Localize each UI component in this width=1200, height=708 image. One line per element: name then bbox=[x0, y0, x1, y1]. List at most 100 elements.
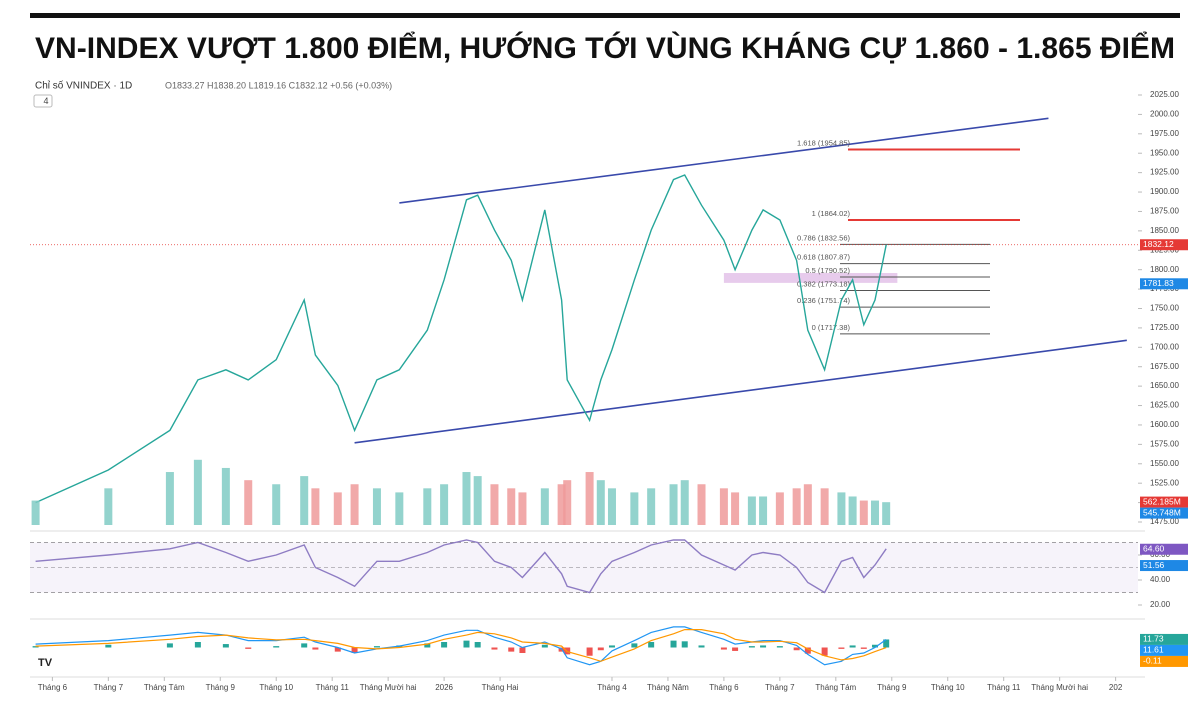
volume-bar bbox=[792, 488, 801, 525]
macd-bar bbox=[821, 647, 828, 656]
volume-bar bbox=[697, 484, 706, 525]
series-line bbox=[35, 626, 887, 666]
volume-bar bbox=[747, 496, 756, 525]
macd-bar bbox=[194, 642, 201, 648]
indicator-count: 4 bbox=[43, 96, 48, 106]
price-tag bbox=[1140, 644, 1188, 656]
y-tick-label: 1675.00 bbox=[1150, 362, 1179, 371]
x-tick-label: Tháng Tám bbox=[144, 683, 185, 692]
symbol: Chỉ số VNINDEX · 1D bbox=[35, 80, 132, 92]
top-rule bbox=[30, 13, 1180, 18]
volume-bar bbox=[372, 488, 381, 525]
indicator-box bbox=[33, 94, 53, 108]
volume-bar bbox=[731, 492, 740, 525]
x-tick-label: Tháng Mười hai bbox=[1031, 683, 1088, 692]
macd-bar bbox=[776, 646, 783, 648]
macd-bar bbox=[804, 647, 811, 654]
volume-bar bbox=[165, 472, 174, 525]
volume-bar bbox=[859, 500, 868, 525]
macd-bar bbox=[301, 643, 308, 648]
volume-bar bbox=[759, 496, 768, 525]
price-tag bbox=[1140, 633, 1188, 645]
volume-bar bbox=[333, 492, 342, 525]
y-tick-label: 1700.00 bbox=[1150, 342, 1179, 351]
volume-bar bbox=[350, 484, 359, 525]
y-tick-label: 1475.00 bbox=[1150, 517, 1179, 526]
x-tick-label: Tháng 10 bbox=[931, 683, 965, 692]
price-tag bbox=[1140, 507, 1188, 519]
macd-bar bbox=[748, 646, 755, 648]
y-tick-label: 1650.00 bbox=[1150, 381, 1179, 390]
macd-bar bbox=[541, 644, 548, 648]
price-tag bbox=[1140, 560, 1188, 572]
macd-bar bbox=[463, 640, 470, 648]
macd-bar bbox=[441, 642, 448, 648]
macd-bar bbox=[698, 645, 705, 648]
fib-label: 1.618 (1954.85) bbox=[797, 138, 850, 147]
volume-bar bbox=[300, 476, 309, 525]
x-tick-label: 2026 bbox=[435, 683, 453, 692]
fib-label: 0.786 (1832.56) bbox=[797, 233, 850, 242]
price-tag-label: 64.60 bbox=[1143, 544, 1165, 554]
volume-bar bbox=[31, 500, 40, 525]
volume-bar bbox=[395, 492, 404, 525]
series-line bbox=[35, 539, 887, 594]
volume-bar bbox=[507, 488, 516, 525]
volume-bar bbox=[104, 488, 113, 525]
volume-bar bbox=[193, 459, 202, 525]
zone bbox=[723, 273, 898, 283]
x-tick-label: Tháng 7 bbox=[765, 683, 795, 692]
macd-bar bbox=[312, 647, 319, 650]
x-tick-label: Tháng 9 bbox=[877, 683, 907, 692]
volume-bar bbox=[440, 484, 449, 525]
y-tick-label: 1550.00 bbox=[1150, 459, 1179, 468]
macd-bar bbox=[586, 647, 593, 656]
macd-bar bbox=[760, 645, 767, 648]
volume-bar bbox=[585, 472, 594, 525]
macd-bar bbox=[681, 641, 688, 648]
volume-bar bbox=[882, 502, 891, 525]
x-tick-label: Tháng 11 bbox=[987, 683, 1021, 692]
x-tick-label: Tháng Năm bbox=[647, 683, 689, 692]
x-tick-label: Tháng Mười hai bbox=[360, 683, 417, 692]
price-tag-label: 11.61 bbox=[1143, 645, 1164, 655]
x-tick-label: Tháng 7 bbox=[94, 683, 124, 692]
macd-bar bbox=[631, 643, 638, 648]
y-tick-label: 1950.00 bbox=[1150, 148, 1179, 157]
price-tag-label: 11.73 bbox=[1143, 634, 1164, 644]
volume-bar bbox=[837, 492, 846, 525]
price-tag-label: 1781.83 bbox=[1143, 278, 1174, 288]
volume-bar bbox=[775, 492, 784, 525]
volume-bar bbox=[719, 488, 728, 525]
macd-bar bbox=[608, 645, 615, 648]
macd-bar bbox=[720, 647, 727, 650]
y-tick-label: 1800.00 bbox=[1150, 265, 1179, 274]
price-tag-label: 51.56 bbox=[1143, 560, 1165, 570]
price-tag-label: 562.185M bbox=[1143, 496, 1181, 506]
volume-bar bbox=[647, 488, 656, 525]
volume-bar bbox=[462, 472, 471, 525]
macd-bar bbox=[793, 647, 800, 651]
volume-bar bbox=[311, 488, 320, 525]
volume-bar bbox=[596, 480, 605, 525]
x-tick-label: Tháng 11 bbox=[316, 683, 350, 692]
macd-bar bbox=[32, 646, 39, 648]
macd-bar bbox=[222, 644, 229, 648]
macd-bar bbox=[474, 642, 481, 648]
volume-bar bbox=[870, 500, 879, 525]
macd-bar bbox=[351, 647, 358, 653]
fib-label: 0.236 (1751.74) bbox=[797, 296, 850, 305]
x-tick-label: 202 bbox=[1109, 683, 1123, 692]
y-tick-label: 1750.00 bbox=[1150, 304, 1179, 313]
volume-bar bbox=[848, 496, 857, 525]
trend-line bbox=[354, 339, 1127, 444]
fib-label: 0 (1717.38) bbox=[812, 323, 851, 332]
macd-bar bbox=[648, 642, 655, 648]
y-tick-label: 1900.00 bbox=[1150, 187, 1179, 196]
fib-label: 1 (1864.02) bbox=[812, 209, 851, 218]
price-tag bbox=[1140, 655, 1188, 667]
macd-bar bbox=[273, 646, 280, 648]
volume-bar bbox=[244, 480, 253, 525]
y-tick-label: 20.00 bbox=[1150, 600, 1171, 609]
fib-label: 0.618 (1807.87) bbox=[797, 253, 850, 262]
